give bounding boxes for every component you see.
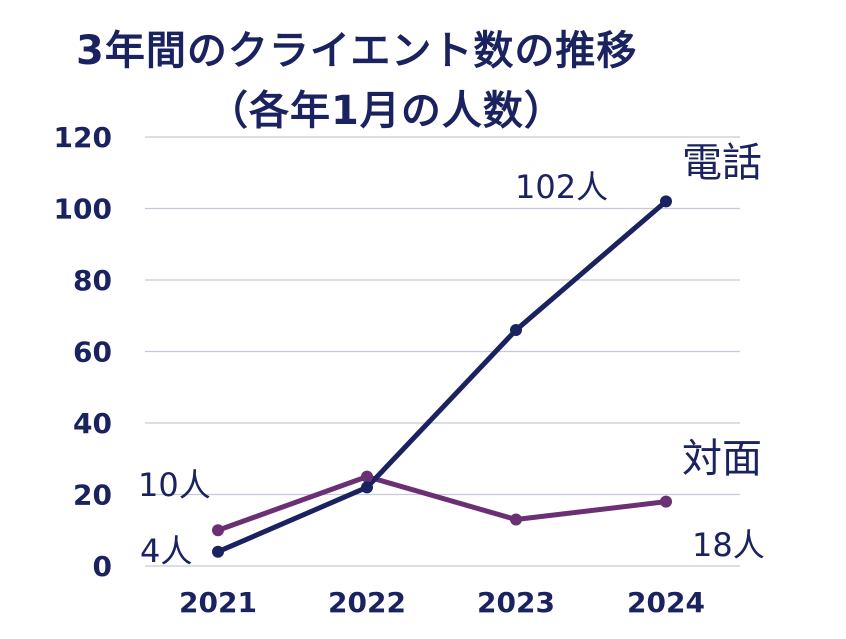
chart-title-line2: （各年1月の人数） — [208, 88, 565, 134]
data-point-phone-2023 — [510, 324, 522, 337]
series-line-in-person — [215, 474, 669, 533]
series-line-phone — [215, 198, 669, 555]
y-tick-label-20: 20 — [73, 479, 112, 512]
series-label-in-person: 対面 — [682, 436, 762, 482]
data-point-phone-2021 — [212, 545, 224, 558]
series-label-phone: 電話 — [682, 140, 762, 186]
data-point-in-person-2023 — [510, 513, 522, 526]
data-point-in-person-2024 — [660, 495, 672, 508]
y-tick-label-60: 60 — [73, 336, 112, 369]
y-tick-label-100: 100 — [54, 193, 112, 226]
x-tick-label-2021: 2021 — [179, 586, 257, 619]
data-label-0: 102人 — [515, 168, 608, 206]
x-tick-label-2024: 2024 — [627, 586, 705, 619]
data-label-1: 4人 — [140, 532, 192, 570]
data-label-3: 18人 — [692, 526, 765, 564]
chart-title-line1: 3年間のクライエント数の推移 — [76, 28, 638, 74]
x-tick-label-2022: 2022 — [328, 586, 406, 619]
y-tick-label-0: 0 — [93, 550, 112, 583]
data-point-phone-2022 — [361, 481, 373, 494]
y-tick-label-40: 40 — [73, 407, 112, 440]
data-point-in-person-2022 — [361, 470, 373, 483]
y-tick-label-80: 80 — [73, 264, 112, 297]
data-label-2: 10人 — [138, 466, 211, 504]
data-point-in-person-2021 — [212, 524, 224, 537]
data-point-phone-2024 — [660, 195, 672, 208]
x-tick-label-2023: 2023 — [477, 586, 555, 619]
y-tick-label-120: 120 — [54, 121, 112, 154]
